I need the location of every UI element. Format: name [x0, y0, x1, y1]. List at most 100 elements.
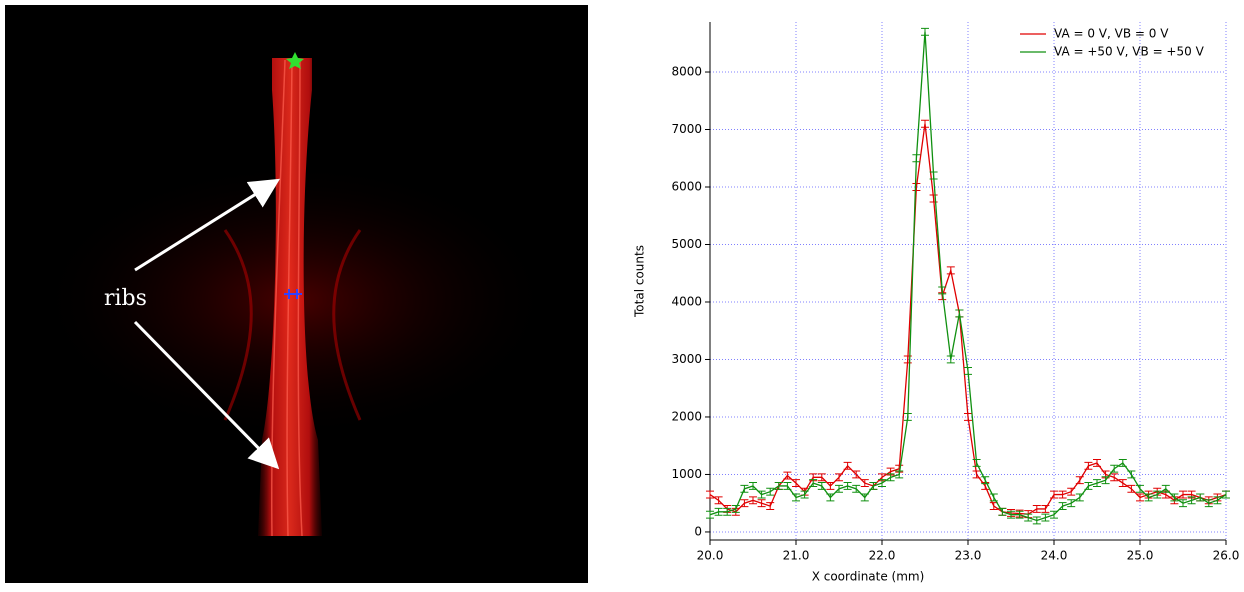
- y-tick-label: 3000: [671, 352, 702, 366]
- error-bar: [964, 367, 972, 375]
- error-bar: [749, 482, 757, 490]
- error-bar: [843, 482, 852, 490]
- error-bar: [1222, 490, 1230, 499]
- error-bar: [1101, 476, 1110, 485]
- arrow: [133, 320, 280, 470]
- annotation-label: ribs: [104, 286, 147, 311]
- error-bar: [1058, 490, 1067, 499]
- error-bar: [757, 490, 766, 499]
- error-bar: [860, 493, 869, 502]
- error-bar: [1093, 459, 1101, 467]
- error-bar: [886, 473, 895, 482]
- error-bar: [1153, 490, 1162, 499]
- error-bar: [740, 484, 749, 493]
- error-bar: [774, 482, 783, 490]
- error-bar: [852, 470, 861, 479]
- error-bar: [1084, 482, 1093, 490]
- error-bar: [1058, 502, 1067, 511]
- error-bar: [826, 493, 835, 502]
- error-bar: [1093, 479, 1101, 488]
- y-tick-label: 4000: [671, 294, 702, 308]
- error-bar: [1110, 473, 1119, 482]
- y-tick-label: 0: [694, 524, 702, 538]
- x-tick-label: 23.0: [955, 549, 982, 563]
- error-bar: [1075, 476, 1084, 485]
- error-bar: [869, 482, 878, 490]
- error-bar: [1179, 490, 1187, 499]
- error-bar: [835, 473, 843, 482]
- error-bar: [1179, 499, 1187, 508]
- y-tick-label: 8000: [671, 65, 702, 79]
- legend-label: VA = 0 V, VB = 0 V: [1054, 27, 1169, 41]
- error-bar: [1024, 513, 1033, 522]
- error-bar: [1032, 505, 1041, 513]
- error-bar: [800, 490, 809, 499]
- y-tick-label: 2000: [671, 409, 702, 423]
- y-tick-label: 1000: [671, 467, 702, 481]
- error-bar: [1007, 510, 1015, 519]
- error-bar: [1161, 484, 1170, 493]
- error-bar: [792, 479, 800, 488]
- error-bar: [714, 496, 723, 505]
- error-bar: [766, 502, 775, 511]
- error-bar: [1050, 490, 1058, 499]
- error-bar: [878, 479, 886, 488]
- error-bar: [731, 505, 740, 513]
- y-tick-label: 7000: [671, 122, 702, 136]
- error-bar: [912, 183, 921, 191]
- error-bar: [1213, 496, 1222, 505]
- error-bar: [1170, 493, 1179, 502]
- error-bar: [826, 482, 835, 490]
- error-bar: [1041, 505, 1050, 513]
- legend-label: VA = +50 V, VB = +50 V: [1054, 45, 1205, 59]
- error-bar: [1127, 470, 1136, 479]
- y-axis-label: Total counts: [633, 245, 647, 318]
- error-bar: [972, 470, 981, 479]
- error-bar: [929, 194, 938, 203]
- image-panel: ribs: [5, 5, 588, 583]
- error-bar: [1015, 510, 1024, 519]
- error-bar: [895, 470, 904, 479]
- arrow: [134, 178, 281, 272]
- blue-marker: [284, 289, 302, 299]
- error-bar: [783, 471, 792, 480]
- error-bar: [1196, 493, 1205, 502]
- x-axis-label: X coordinate (mm): [812, 570, 925, 584]
- error-bar: [912, 154, 921, 163]
- x-tick-label: 20.0: [697, 549, 724, 563]
- sidebands: [223, 229, 362, 421]
- error-bar: [809, 479, 818, 488]
- series-line: [709, 123, 1227, 515]
- error-bar: [1041, 513, 1050, 522]
- error-bar: [852, 484, 861, 493]
- error-bar: [921, 27, 929, 36]
- green-marker: [286, 52, 304, 69]
- error-bar: [938, 286, 947, 295]
- error-bar: [783, 482, 792, 490]
- error-bar: [1110, 464, 1119, 473]
- error-bar: [792, 493, 800, 502]
- error-bar: [757, 499, 766, 508]
- series-line: [709, 31, 1227, 522]
- error-bar: [964, 413, 972, 421]
- error-bar: [1144, 493, 1153, 502]
- error-bar: [1136, 493, 1144, 502]
- error-bar: [714, 507, 723, 516]
- error-bar: [981, 476, 990, 485]
- error-bar: [929, 171, 938, 180]
- error-bar: [1075, 493, 1084, 502]
- error-bar: [946, 266, 955, 275]
- error-bar: [1187, 496, 1196, 505]
- x-tick-label: 26.0: [1213, 549, 1240, 563]
- error-bar: [1067, 499, 1076, 508]
- error-bar: [723, 507, 732, 516]
- error-bar: [835, 484, 843, 493]
- x-tick-label: 24.0: [1041, 549, 1068, 563]
- error-bar: [1136, 484, 1144, 493]
- error-bar: [955, 309, 964, 318]
- error-bar: [1118, 479, 1127, 488]
- error-bar: [706, 510, 714, 519]
- error-bar: [843, 461, 852, 470]
- error-bar: [989, 493, 998, 502]
